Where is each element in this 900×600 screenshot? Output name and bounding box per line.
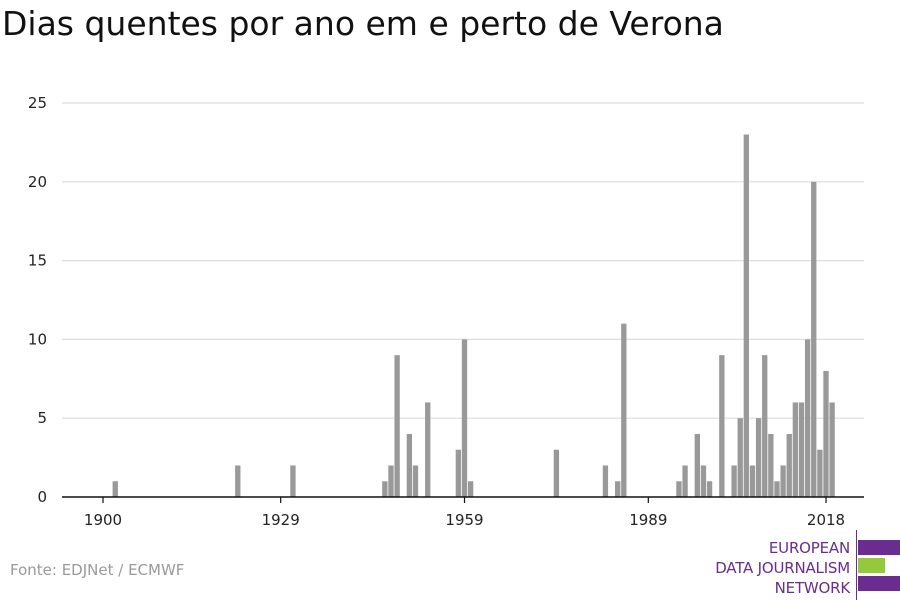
bar-2012 [786, 433, 792, 497]
bar-1958 [455, 449, 462, 497]
bar-2007 [755, 418, 762, 497]
logo-bar-bottom [858, 576, 900, 591]
bar-1974 [553, 449, 560, 497]
bar-1931 [290, 465, 296, 497]
x-tick-label-0: 1900 [84, 511, 122, 529]
source-note: Fonte: EDJNet / ECMWF [10, 561, 185, 579]
bar-2015 [804, 339, 811, 497]
bar-2008 [762, 355, 768, 497]
bar-1999 [706, 481, 713, 497]
y-tick-label-4: 20 [28, 173, 47, 191]
y-tick-label-5: 25 [28, 94, 47, 112]
bar-1994 [676, 481, 682, 497]
bar-1998 [700, 465, 707, 497]
logo-bar-top [858, 540, 900, 555]
bar-1984 [615, 481, 621, 497]
edjnet-logo: EUROPEAN DATA JOURNALISM NETWORK [700, 530, 900, 600]
bar-2016 [811, 181, 817, 498]
x-tick-label-4: 2018 [807, 511, 845, 529]
bar-2009 [768, 433, 774, 497]
bar-2014 [798, 402, 805, 497]
x-tick-label-1: 1929 [262, 511, 300, 529]
y-tick-label-1: 5 [37, 409, 47, 427]
bar-2003 [731, 465, 737, 497]
x-axis-labels: 1900 1929 1959 1989 2018 [84, 511, 845, 529]
x-tick-label-3: 1989 [629, 511, 667, 529]
bar-1951 [412, 465, 419, 497]
bar-series [112, 134, 835, 498]
logo-text: EUROPEAN DATA JOURNALISM NETWORK [715, 538, 850, 598]
x-tick-label-2: 1959 [445, 511, 483, 529]
bar-2001 [719, 355, 725, 497]
y-tick-label-0: 0 [37, 488, 47, 506]
chart-title: Dias quentes por ano em e perto de Veron… [2, 4, 724, 43]
x-axis [62, 496, 864, 503]
bar-1959 [461, 339, 468, 497]
bar-1985 [621, 323, 627, 497]
y-axis-labels: 0 5 10 15 20 25 [28, 94, 47, 506]
bar-2004 [737, 418, 743, 497]
y-tick-label-2: 10 [28, 330, 47, 348]
bar-2005 [743, 134, 750, 497]
y-tick-label-3: 15 [28, 252, 47, 270]
bar-1946 [382, 481, 388, 497]
bar-1960 [467, 481, 474, 497]
bar-2011 [780, 465, 786, 497]
bar-2018 [823, 370, 829, 497]
bar-1950 [406, 433, 413, 497]
bar-1953 [425, 402, 431, 497]
bar-2013 [792, 402, 799, 497]
bar-1947 [388, 465, 394, 497]
bar-1922 [235, 465, 241, 497]
bar-1995 [682, 465, 688, 497]
logo-line-3: NETWORK [774, 579, 851, 597]
logo-divider [856, 530, 857, 600]
bar-2017 [817, 449, 823, 497]
bar-2010 [774, 481, 780, 497]
bar-1902 [112, 481, 118, 497]
bar-1997 [694, 433, 700, 497]
bar-1982 [602, 465, 609, 497]
bar-1948 [394, 355, 400, 497]
logo-line-2: DATA JOURNALISM [715, 559, 850, 577]
logo-bar-middle [858, 558, 885, 573]
bar-2006 [749, 465, 756, 497]
bar-2019 [829, 402, 835, 497]
logo-line-1: EUROPEAN [768, 539, 850, 557]
